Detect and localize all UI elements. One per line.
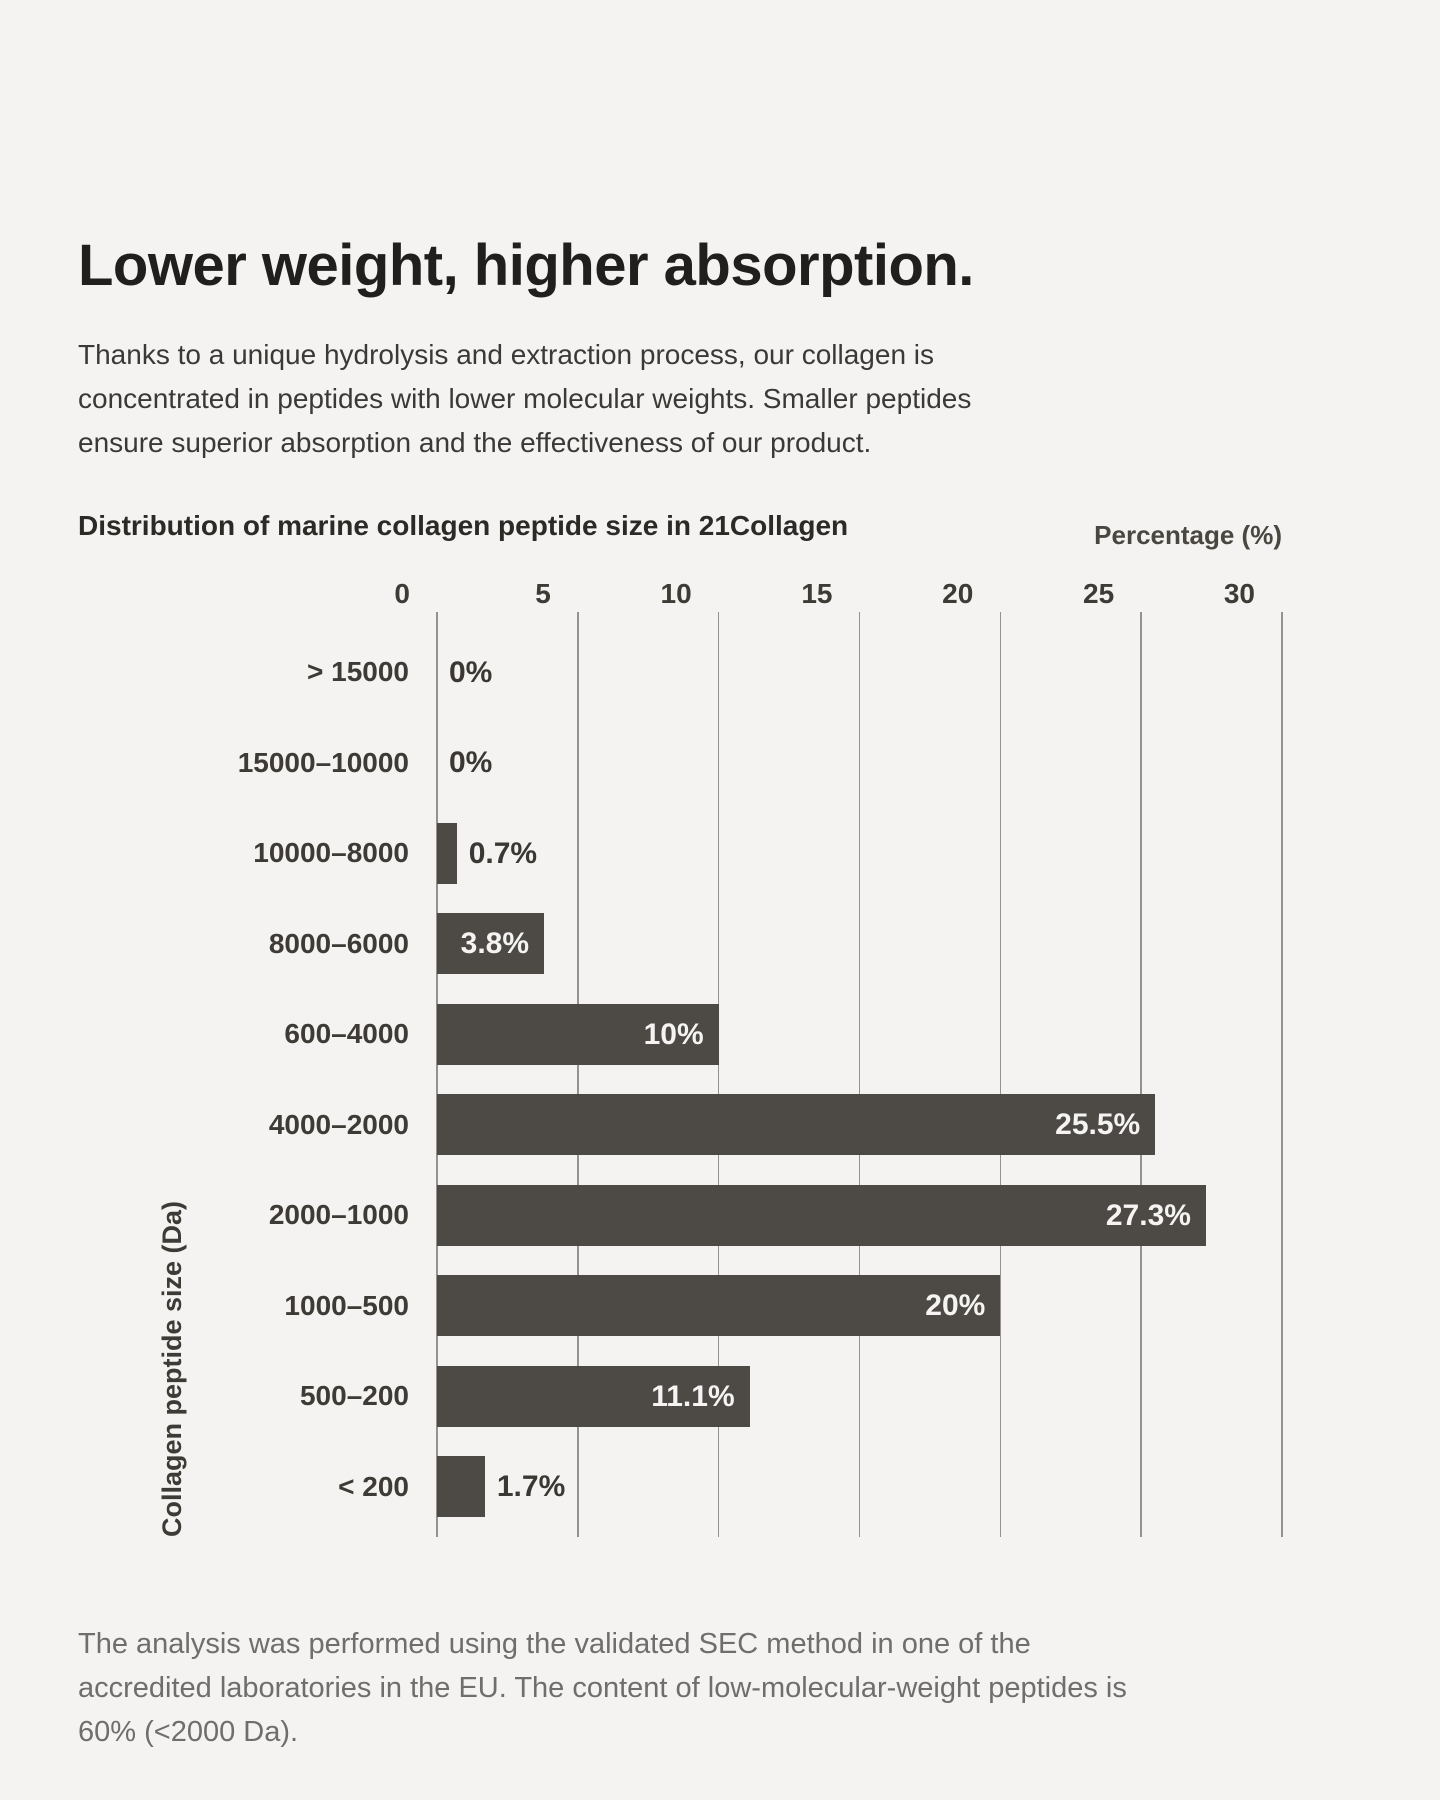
- intro-line: Thanks to a unique hydrolysis and extrac…: [78, 339, 935, 370]
- bar: [437, 822, 457, 884]
- x-axis-label: Percentage (%): [1094, 520, 1282, 550]
- category-label: 4000–2000: [268, 1108, 409, 1140]
- category-label: 2000–1000: [268, 1199, 409, 1231]
- bar: 20%: [437, 1275, 1001, 1337]
- x-tick-label: 15: [801, 578, 833, 609]
- bar: 27.3%: [437, 1184, 1206, 1246]
- bar-value-label: 1.7%: [496, 1470, 566, 1504]
- category-label: 1000–500: [284, 1289, 409, 1321]
- gridline: [1140, 612, 1142, 1537]
- bar-value-label: 25.5%: [1055, 1108, 1141, 1142]
- bar-value-label: 11.1%: [651, 1379, 735, 1413]
- bar: 10%: [437, 1003, 719, 1065]
- category-label: > 15000: [307, 656, 409, 687]
- bar-value-label: 0.7%: [468, 836, 538, 870]
- chart-title: Distribution of marine collagen peptide …: [78, 510, 849, 541]
- gridline: [858, 612, 861, 1537]
- footnote-line: 60% (<2000 Da).: [78, 1716, 299, 1748]
- y-axis-label: Collagen peptide size (Da): [157, 1200, 187, 1537]
- category-label: 15000–10000: [237, 746, 409, 778]
- gridline: [717, 612, 720, 1537]
- category-label: 500–200: [299, 1380, 409, 1412]
- category-label: 10000–8000: [253, 837, 409, 869]
- gridline: [577, 612, 579, 1537]
- x-tick-label: 10: [660, 578, 692, 609]
- bar: [437, 1456, 485, 1518]
- gridline: [436, 612, 438, 1537]
- bar-value-label: 0%: [449, 655, 493, 689]
- category-label: < 200: [338, 1470, 409, 1502]
- bar: 11.1%: [437, 1365, 750, 1427]
- bar: 25.5%: [437, 1094, 1156, 1156]
- x-tick-label: 20: [942, 578, 974, 609]
- footnote-line: The analysis was performed using the val…: [78, 1628, 1031, 1660]
- gridline: [999, 612, 1002, 1537]
- page-title: Lower weight, higher absorption.: [78, 233, 974, 298]
- x-tick-label: 5: [535, 578, 551, 609]
- category-label: 600–4000: [284, 1018, 409, 1050]
- x-tick-label: 0: [394, 578, 410, 609]
- bar-chart-plot-area: 0% 0% 0.7% 3.8% 10% 25.5% 27.3% 20% 11.1% 1.7%: [436, 612, 1283, 1537]
- gridline: [1281, 612, 1283, 1537]
- intro-line: concentrated in peptides with lower mole…: [78, 383, 972, 414]
- bar-value-label: 20%: [925, 1289, 986, 1323]
- bar-value-label: 0%: [449, 746, 493, 780]
- bar-value-label: 27.3%: [1105, 1198, 1191, 1232]
- bar-value-label: 10%: [643, 1017, 704, 1051]
- category-label: 8000–6000: [268, 927, 409, 959]
- bar-value-label: 3.8%: [460, 927, 530, 961]
- intro-line: ensure superior absorption and the effec…: [78, 427, 872, 458]
- intro-paragraph: Thanks to a unique hydrolysis and extrac…: [78, 333, 971, 465]
- bar: 3.8%: [437, 913, 545, 975]
- footnote: The analysis was performed using the val…: [78, 1622, 1127, 1754]
- x-tick-label: 25: [1083, 578, 1115, 609]
- footnote-line: accredited laboratories in the EU. The c…: [78, 1672, 1127, 1704]
- x-tick-label: 30: [1223, 578, 1255, 609]
